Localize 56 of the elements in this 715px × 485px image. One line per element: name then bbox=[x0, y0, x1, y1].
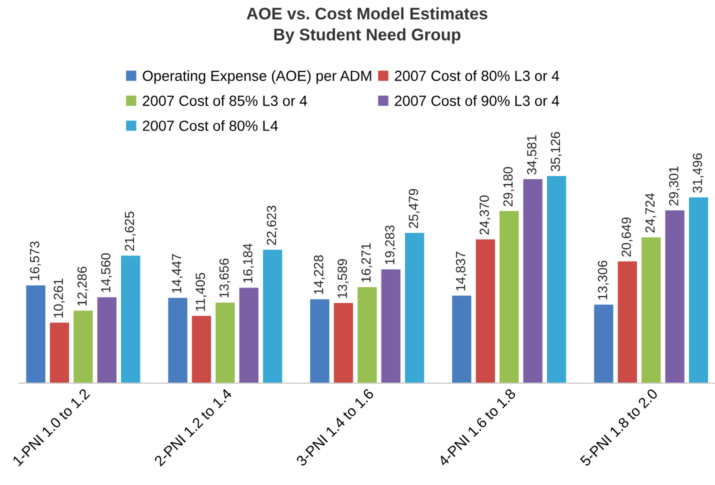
data-label: 29,180 bbox=[503, 167, 514, 206]
data-label: 21,625 bbox=[124, 212, 136, 251]
bar bbox=[688, 197, 708, 384]
bar bbox=[216, 302, 235, 384]
legend-label: 2007 Cost of 90% L3 or 4 bbox=[394, 95, 560, 106]
data-label: 22,623 bbox=[266, 206, 278, 245]
bar bbox=[310, 299, 330, 384]
bar bbox=[594, 304, 614, 384]
data-label: 24,370 bbox=[480, 195, 491, 235]
chart-title: AOE vs. Cost Model Estimates By Student Need Group bbox=[246, 7, 488, 44]
data-label: 16,184 bbox=[243, 244, 254, 283]
legend-label: 2007 Cost of 80% L3 or 4 bbox=[394, 70, 560, 82]
bar bbox=[523, 179, 542, 384]
bar bbox=[476, 239, 496, 384]
data-label: 14,837 bbox=[456, 252, 467, 290]
bar bbox=[381, 269, 400, 384]
legend-label: Operating Expense (AOE) per ADM bbox=[142, 70, 372, 84]
bar bbox=[618, 261, 637, 384]
bar bbox=[500, 211, 519, 384]
bar bbox=[74, 310, 93, 384]
data-label: 25,479 bbox=[408, 188, 420, 228]
data-label: 10,261 bbox=[54, 278, 65, 318]
bar bbox=[168, 298, 188, 384]
data-label: 11,405 bbox=[196, 272, 207, 311]
data-label: 16,271 bbox=[361, 243, 372, 282]
bar bbox=[192, 316, 212, 384]
data-label: 12,286 bbox=[77, 266, 88, 306]
data-label: 20,649 bbox=[622, 217, 632, 257]
data-label: 19,283 bbox=[385, 225, 396, 264]
data-label: 34,581 bbox=[527, 135, 538, 175]
data-label: 29,301 bbox=[669, 166, 680, 206]
bar bbox=[665, 210, 684, 384]
bar bbox=[358, 287, 377, 384]
bar bbox=[50, 322, 70, 384]
bar bbox=[404, 232, 424, 384]
data-label: 14,447 bbox=[172, 254, 183, 293]
bar bbox=[26, 285, 46, 384]
bar bbox=[642, 237, 661, 384]
data-label: 16,573 bbox=[30, 241, 41, 280]
bar bbox=[263, 250, 282, 384]
bar bbox=[97, 297, 116, 384]
bar bbox=[121, 256, 140, 384]
data-label: 13,656 bbox=[219, 258, 230, 298]
data-label: 14,560 bbox=[101, 253, 112, 292]
data-label: 13,589 bbox=[338, 259, 349, 298]
bar bbox=[452, 296, 472, 384]
legend-label: 2007 Cost of 80% L4 bbox=[142, 120, 278, 131]
bar bbox=[334, 302, 354, 384]
data-label: 31,496 bbox=[692, 153, 704, 193]
data-label: 13,306 bbox=[598, 260, 609, 300]
bar bbox=[546, 176, 566, 384]
bar bbox=[239, 288, 258, 384]
data-label: 24,724 bbox=[645, 193, 656, 232]
data-label: 14,228 bbox=[314, 255, 325, 294]
legend-label: 2007 Cost of 85% L3 or 4 bbox=[142, 95, 308, 106]
data-label: 35,126 bbox=[550, 132, 562, 172]
